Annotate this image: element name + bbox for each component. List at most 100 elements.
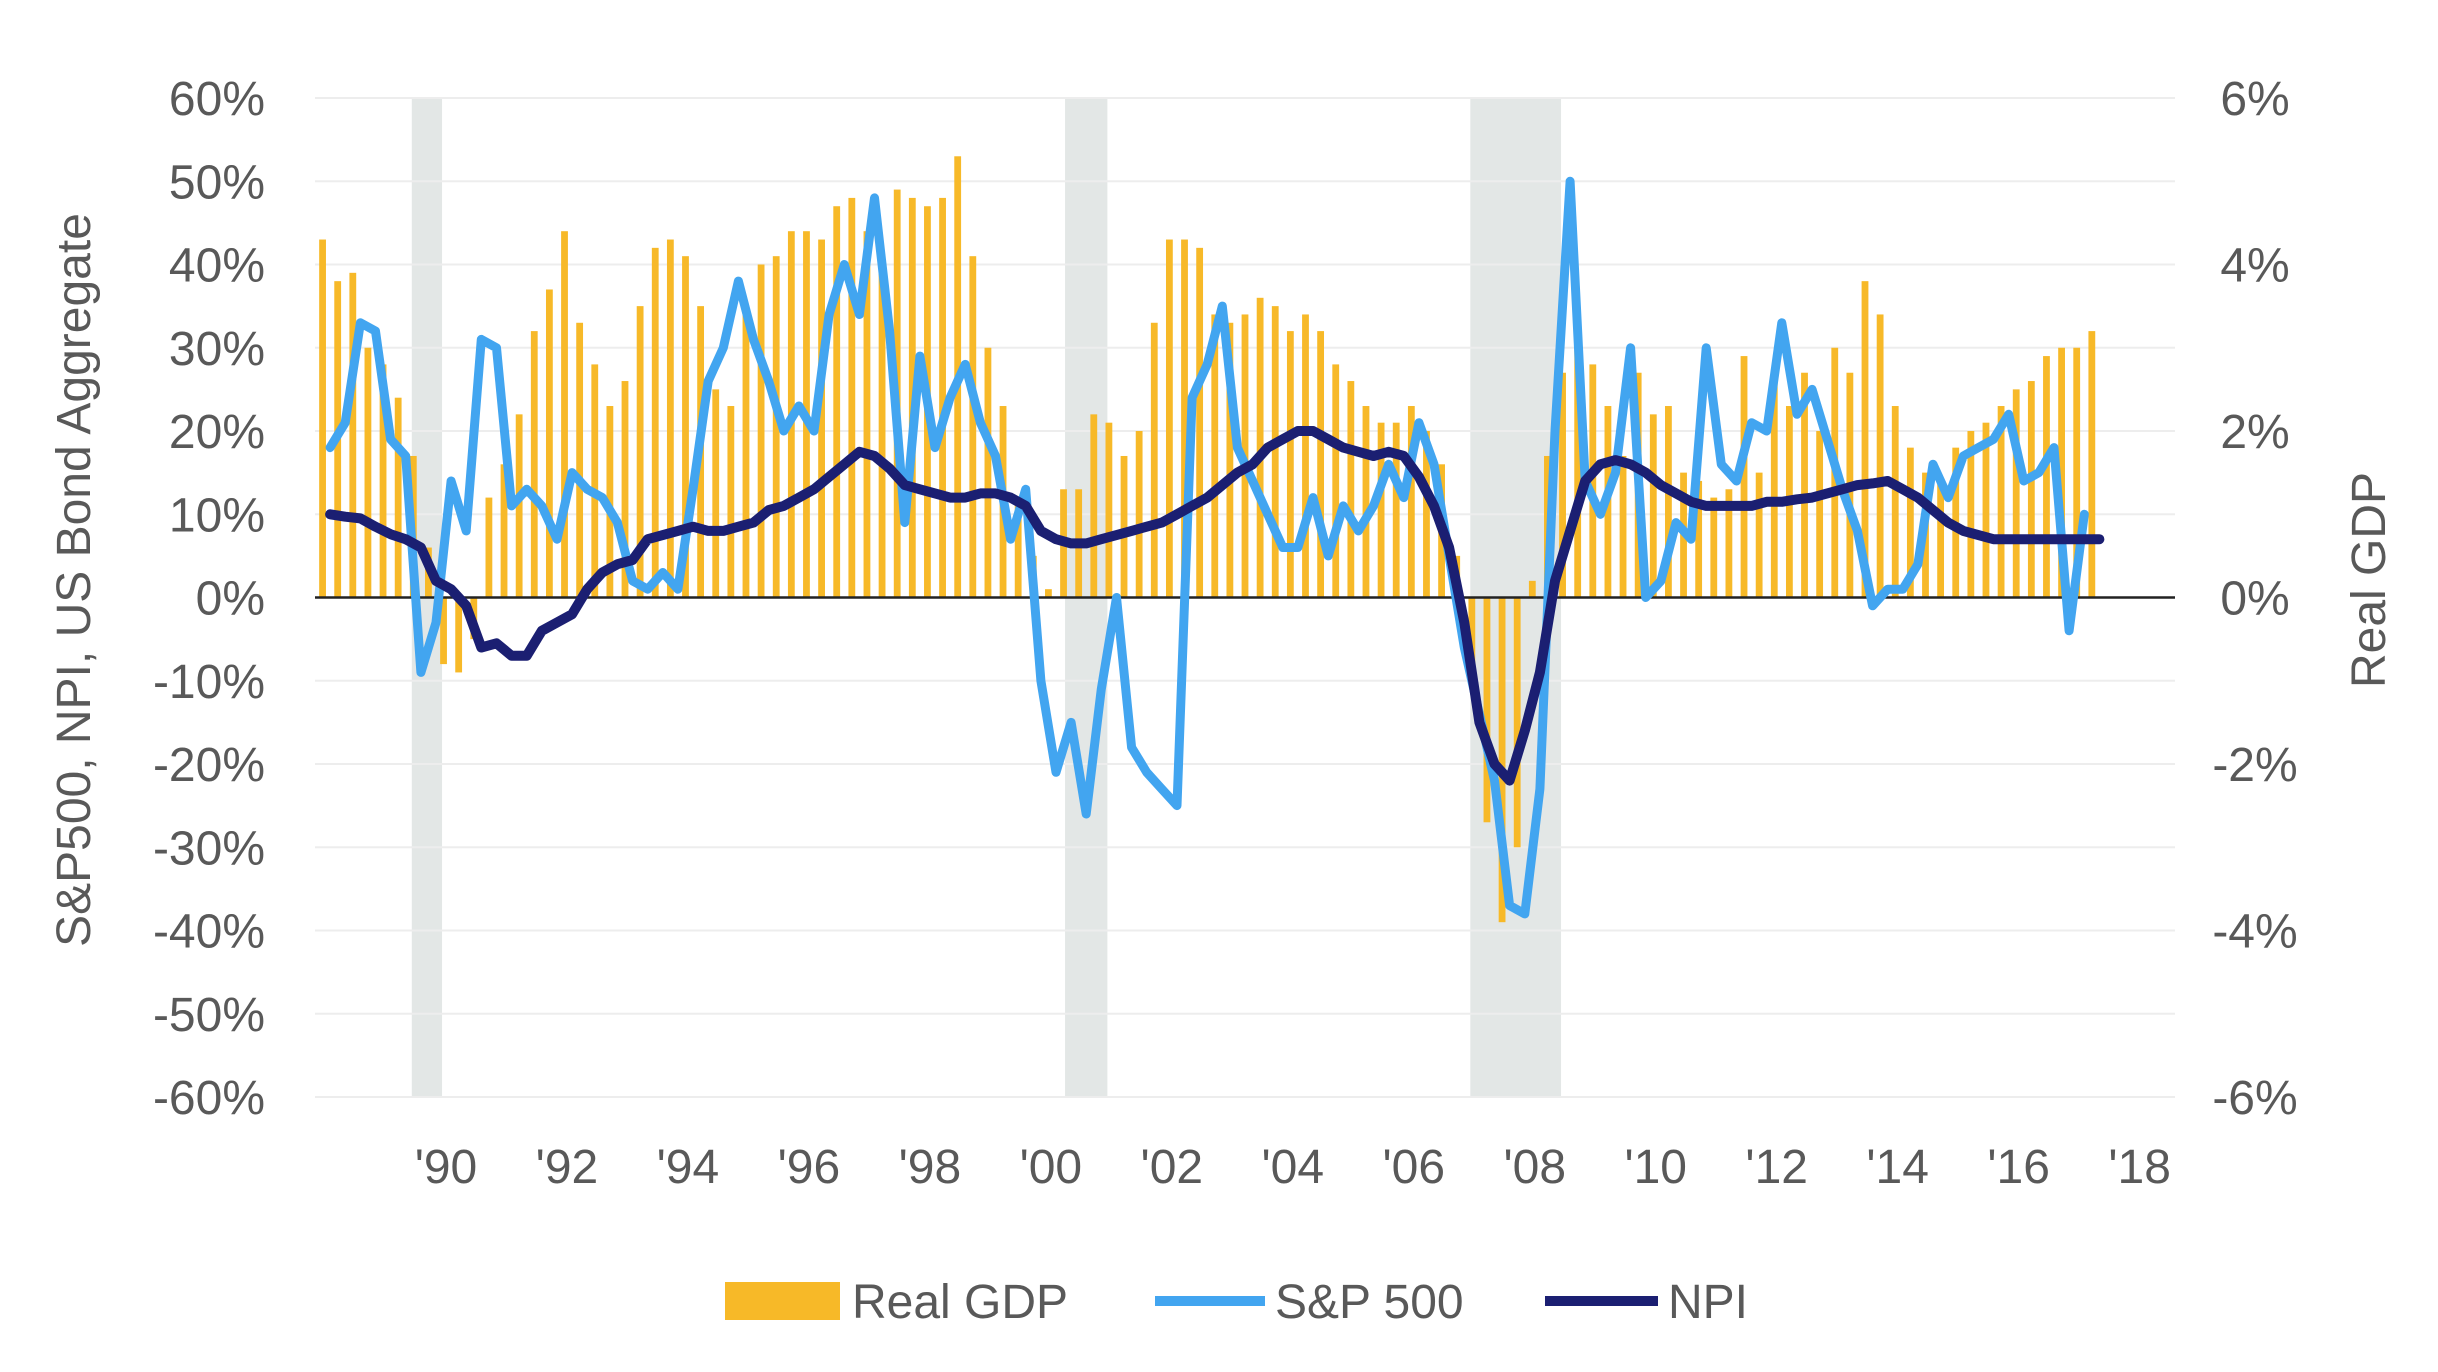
x-tick-label: '06 [1382, 1141, 1445, 1194]
gdp-bar [2012, 389, 2020, 598]
left-tick-label: 20% [169, 406, 265, 459]
gdp-bar [379, 364, 387, 598]
right-tick-label: -2% [2212, 739, 2297, 792]
gdp-bar [1483, 597, 1491, 823]
gdp-bar [440, 597, 447, 665]
legend-item-real-gdp: Real GDP [725, 1276, 1068, 1329]
real-gdp-bars [319, 156, 2096, 923]
gdp-bar [939, 197, 946, 598]
gdp-bar [742, 306, 750, 598]
gdp-bar [1302, 314, 1309, 598]
gdp-bar [515, 414, 523, 598]
x-tick-label: '16 [1987, 1141, 2050, 1194]
x-tick-label: '18 [2108, 1141, 2171, 1194]
legend-swatch-real-gdp [725, 1282, 840, 1320]
gdp-bar [576, 322, 584, 598]
gdp-bar [1347, 381, 1355, 598]
x-tick-label: '98 [899, 1141, 962, 1194]
gdp-bar [591, 364, 599, 598]
right-tick-label: 0% [2220, 573, 2289, 626]
legend-label-npi: NPI [1668, 1276, 1748, 1329]
gdp-bar [682, 256, 689, 598]
left-tick-label: 10% [169, 489, 265, 542]
gdp-bar [1695, 480, 1703, 598]
legend-label-sp500: S&P 500 [1275, 1276, 1464, 1329]
gdp-bar [666, 239, 674, 598]
gdp-bar [1665, 406, 1672, 598]
left-tick-label: 40% [169, 240, 265, 293]
gdp-bar [1876, 314, 1884, 598]
legend-item-sp500: S&P 500 [1155, 1276, 1464, 1329]
gdp-bar [1574, 331, 1582, 598]
gdp-bar [1165, 239, 1173, 598]
gdp-bar [2073, 347, 2081, 598]
gdp-bar [1090, 414, 1098, 598]
left-tick-label: -30% [153, 822, 265, 875]
gdp-bar [1498, 597, 1506, 923]
left-tick-label: -60% [153, 1072, 265, 1125]
gdp-bar [818, 239, 825, 598]
gdp-bar [1559, 372, 1566, 598]
gdp-bar [364, 347, 372, 598]
gdp-bar [1513, 597, 1521, 848]
x-tick-label: '02 [1141, 1141, 1204, 1194]
gdp-bar [1332, 364, 1340, 598]
sp500-line [325, 176, 2089, 919]
left-tick-label: 60% [169, 73, 265, 126]
gdp-bar [1226, 322, 1234, 598]
x-tick-label: '96 [778, 1141, 841, 1194]
x-tick-label: '08 [1503, 1141, 1566, 1194]
left-axis-ticks: 60% 50% 40% 30% 20% 10% 0% -10% -20% -30% -40% -50%… [153, 73, 265, 1125]
x-tick-label: '92 [536, 1141, 599, 1194]
right-axis-title: Real GDP [2343, 472, 2396, 688]
gdp-bar [1755, 472, 1763, 598]
gdp-bar [1967, 431, 1975, 598]
gdp-bar [485, 497, 493, 598]
gdp-bar [530, 331, 538, 598]
gdp-bar [2043, 356, 2050, 598]
npi-line [325, 426, 2105, 786]
x-tick-label: '14 [1866, 1141, 1929, 1194]
right-tick-label: 2% [2220, 406, 2289, 459]
gdp-bar [1725, 489, 1733, 598]
gdp-bar [1407, 406, 1415, 598]
gdp-bar [1105, 422, 1113, 598]
gdp-bar [1982, 422, 1990, 598]
gdp-bar [2058, 347, 2065, 598]
gdp-bar [1150, 322, 1158, 598]
gdp-bar [1589, 364, 1597, 598]
gdp-bar [757, 264, 765, 598]
left-tick-label: -10% [153, 656, 265, 709]
gdp-bar [878, 256, 886, 598]
legend: Real GDP S&P 500 NPI [725, 1276, 1748, 1329]
gdp-bar [651, 247, 659, 598]
gdp-bar [1649, 414, 1657, 598]
gdp-bar [1861, 281, 1869, 598]
gdp-bar [1801, 372, 1808, 598]
left-tick-label: -20% [153, 739, 265, 792]
left-tick-label: 0% [196, 573, 265, 626]
gdp-bar [1317, 331, 1325, 598]
right-tick-label: 4% [2220, 240, 2289, 293]
gdp-bar [772, 256, 780, 598]
gdp-bar [833, 206, 841, 598]
gdp-bar [984, 347, 992, 598]
right-tick-label: -6% [2212, 1072, 2297, 1125]
gdp-bar [1377, 422, 1385, 598]
series-lines [325, 176, 2105, 919]
gdp-bar [1770, 381, 1778, 598]
left-tick-label: 30% [169, 323, 265, 376]
gdp-bar [712, 389, 720, 598]
gdp-bar [545, 289, 553, 598]
gdp-bar [848, 197, 856, 598]
legend-item-npi: NPI [1545, 1276, 1748, 1329]
gdp-bar [2088, 331, 2096, 598]
gdp-bar [1816, 431, 1824, 598]
gdp-bar [1120, 455, 1128, 598]
gdp-bar [863, 231, 871, 598]
x-tick-label: '10 [1624, 1141, 1687, 1194]
gdp-bar [1906, 447, 1914, 598]
gdp-bar [1528, 580, 1536, 598]
gdp-bar [1997, 406, 2005, 598]
